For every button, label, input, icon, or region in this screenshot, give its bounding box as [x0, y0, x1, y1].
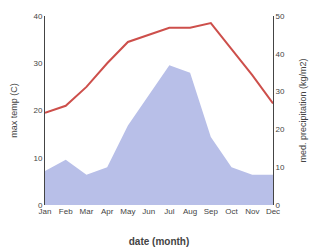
svg-text:50: 50 — [276, 12, 285, 21]
svg-text:40: 40 — [276, 50, 285, 59]
svg-text:Jun: Jun — [142, 207, 155, 216]
svg-text:Sep: Sep — [204, 207, 219, 216]
svg-text:Mar: Mar — [80, 207, 94, 216]
svg-text:Feb: Feb — [59, 207, 73, 216]
svg-text:Jan: Jan — [39, 207, 52, 216]
svg-text:10: 10 — [276, 163, 285, 172]
svg-text:Jul: Jul — [164, 207, 174, 216]
svg-text:20: 20 — [276, 125, 285, 134]
svg-text:date (month): date (month) — [129, 236, 190, 247]
svg-text:med. precipitation (kg/m2): med. precipitation (kg/m2) — [298, 58, 308, 162]
svg-text:30: 30 — [33, 59, 42, 68]
svg-text:Oct: Oct — [225, 207, 238, 216]
svg-text:0: 0 — [38, 201, 43, 210]
svg-text:May: May — [120, 207, 135, 216]
svg-text:Nov: Nov — [245, 207, 259, 216]
svg-text:Dec: Dec — [266, 207, 280, 216]
svg-text:0: 0 — [276, 201, 281, 210]
svg-text:30: 30 — [276, 87, 285, 96]
svg-text:max temp (C): max temp (C) — [9, 83, 19, 138]
svg-text:Aug: Aug — [183, 207, 197, 216]
svg-text:10: 10 — [33, 154, 42, 163]
svg-text:Apr: Apr — [101, 207, 114, 216]
svg-text:40: 40 — [33, 12, 42, 21]
svg-text:20: 20 — [33, 106, 42, 115]
